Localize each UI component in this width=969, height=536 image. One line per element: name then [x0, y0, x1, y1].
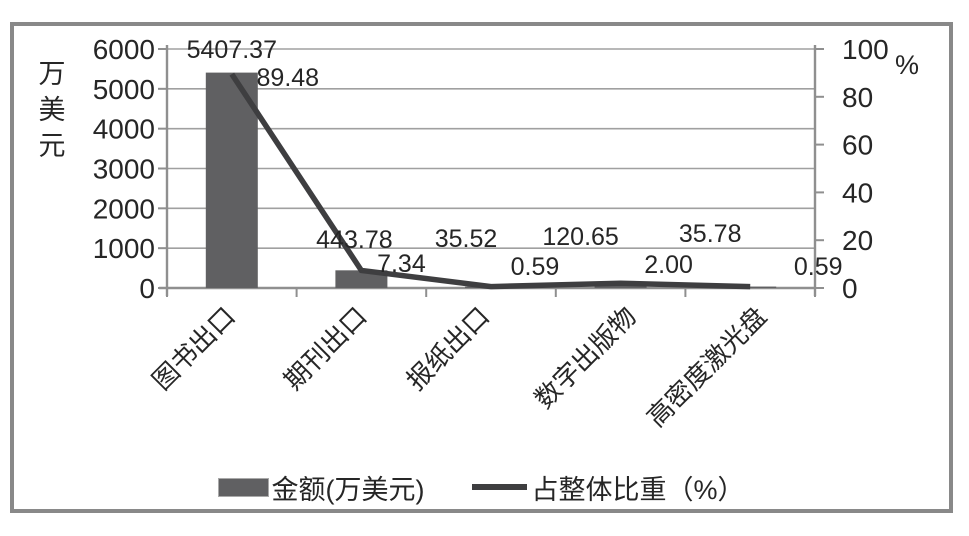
- left-axis-tick-label: 3000: [93, 154, 155, 185]
- right-axis-tick-label: 60: [842, 130, 873, 161]
- bar-data-label: 120.65: [542, 223, 618, 251]
- chart-frame: [10, 22, 953, 513]
- bar-data-label: 35.78: [679, 220, 742, 248]
- left-axis-tick-label: 0: [139, 273, 155, 304]
- legend-label-ratio: 占整体比重（%）: [531, 474, 745, 505]
- right-axis-tick-label: 40: [842, 177, 873, 208]
- legend-line-swatch-icon: [472, 484, 528, 490]
- bar-data-label: 35.52: [435, 225, 498, 253]
- right-axis-tick-label: 20: [842, 225, 873, 256]
- line-data-label: 7.34: [377, 250, 426, 278]
- data-labels: 5407.37 443.78 35.52 120.65 35.78 89.48 7.34 0.…: [187, 36, 843, 281]
- line-data-label: 0.59: [794, 253, 843, 281]
- line-data-label: 2.00: [644, 251, 693, 279]
- right-axis-tick-label: 80: [842, 82, 873, 113]
- bar-data-label: 5407.37: [187, 36, 277, 64]
- gridlines: [167, 48, 815, 249]
- bar: [724, 286, 777, 288]
- left-axis-tick-label: 5000: [93, 74, 155, 105]
- right-axis-title: %: [895, 50, 920, 80]
- right-axis-tick-label: 0: [842, 273, 858, 304]
- bar: [205, 72, 258, 288]
- line-data-label: 89.48: [257, 64, 320, 92]
- right-axis-tick-label: 100: [842, 34, 889, 65]
- left-axis-tick-label: 6000: [93, 34, 155, 65]
- left-axis-tick-label: 4000: [93, 114, 155, 145]
- legend-bar-swatch-icon: [217, 477, 269, 497]
- line-data-label: 0.59: [511, 253, 560, 281]
- legend-item-ratio: 占整体比重（%）: [472, 468, 745, 507]
- left-axis-title: 万美元: [38, 59, 66, 161]
- left-axis-tick-label: 1000: [93, 233, 155, 264]
- bar-data-label: 443.78: [316, 226, 392, 254]
- legend-item-amount: 金额(万美元): [217, 468, 425, 507]
- axes: 6000 5000 4000 3000 2000 1000 0 100 80 60 40 20 0: [93, 34, 889, 304]
- line-series: [229, 72, 751, 290]
- left-axis-tick-label: 2000: [93, 193, 155, 224]
- legend: 金额(万美元) 占整体比重（%）: [10, 467, 953, 507]
- legend-label-amount: 金额(万美元): [271, 474, 425, 505]
